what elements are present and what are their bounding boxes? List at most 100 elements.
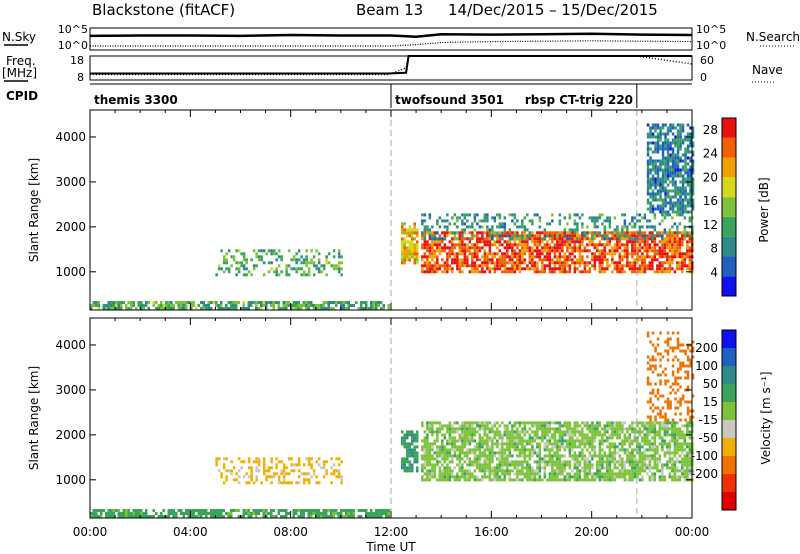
- heatmap-cell: [446, 472, 449, 476]
- heatmap-cell: [232, 509, 235, 512]
- heatmap-cell: [578, 261, 582, 265]
- heatmap-cell: [488, 445, 492, 449]
- heatmap-cell: [401, 222, 404, 226]
- heatmap-cell: [453, 427, 457, 431]
- heatmap-cell: [563, 231, 567, 235]
- heatmap-cell: [310, 509, 313, 512]
- heatmap-cell: [285, 466, 288, 470]
- heatmap-cell: [658, 475, 662, 479]
- heatmap-cell: [606, 460, 609, 464]
- heatmap-cell: [190, 512, 193, 515]
- heatmap-cell: [606, 240, 609, 244]
- heatmap-cell: [242, 475, 246, 479]
- heatmap-cell: [611, 252, 614, 256]
- heatmap-cell: [633, 469, 637, 473]
- heatmap-cell: [280, 472, 283, 476]
- heatmap-cell: [456, 219, 459, 223]
- heatmap-cell: [466, 478, 469, 482]
- heatmap-cell: [531, 445, 534, 449]
- heatmap-cell: [337, 457, 341, 461]
- heatmap-cell: [598, 466, 602, 470]
- heatmap-cell: [531, 469, 534, 473]
- heatmap-cell: [257, 463, 261, 467]
- heatmap-cell: [664, 195, 667, 199]
- heatmap-cell: [598, 454, 602, 458]
- heatmap-cell: [628, 237, 632, 241]
- heatmap-cell: [438, 472, 442, 476]
- heatmap-cell: [528, 472, 532, 476]
- heatmap-cell: [498, 231, 502, 235]
- heatmap-cell: [212, 509, 215, 512]
- heatmap-cell: [651, 249, 654, 253]
- heatmap-cell: [225, 512, 228, 515]
- heatmap-cell: [290, 463, 293, 467]
- colorbar-segment: [722, 474, 736, 492]
- heatmap-cell: [431, 472, 434, 476]
- colorbar-tick-label: 28: [703, 123, 718, 137]
- heatmap-cell: [536, 240, 539, 244]
- heatmap-cell: [686, 255, 689, 259]
- heatmap-cell: [488, 451, 492, 455]
- heatmap-cell: [623, 451, 627, 455]
- heatmap-cell: [443, 246, 447, 250]
- heatmap-cell: [511, 460, 514, 464]
- heatmap-cell: [583, 270, 587, 274]
- heatmap-cell: [305, 255, 308, 259]
- heatmap-cell: [636, 469, 639, 473]
- heatmap-cell: [683, 463, 687, 467]
- heatmap-cell: [526, 469, 529, 473]
- heatmap-cell: [541, 252, 544, 256]
- heatmap-cell: [636, 424, 639, 428]
- heatmap-cell: [638, 246, 642, 250]
- heatmap-cell: [636, 213, 639, 217]
- heatmap-cell: [643, 264, 647, 268]
- heatmap-cell: [501, 237, 504, 241]
- heatmap-cell: [416, 436, 419, 440]
- heatmap-cell: [315, 304, 318, 307]
- heatmap-cell: [521, 249, 524, 253]
- heatmap-cell: [656, 460, 659, 464]
- heatmap-cell: [227, 469, 231, 473]
- heatmap-cell: [382, 512, 385, 515]
- heatmap-cell: [245, 267, 248, 271]
- heatmap-cell: [217, 307, 220, 310]
- heatmap-cell: [428, 424, 432, 428]
- heatmap-cell: [473, 213, 477, 217]
- heatmap-cell: [255, 264, 258, 268]
- heatmap-cell: [177, 509, 180, 512]
- heatmap-cell: [387, 307, 390, 310]
- heatmap-cell: [571, 249, 574, 253]
- heatmap-cell: [486, 427, 489, 431]
- heatmap-cell: [446, 234, 449, 238]
- heatmap-cell: [646, 135, 650, 139]
- heatmap-cell: [571, 439, 574, 443]
- heatmap-cell: [646, 466, 649, 470]
- heatmap-cell: [591, 240, 594, 244]
- heatmap-cell: [568, 267, 572, 271]
- heatmap-cell: [613, 454, 617, 458]
- heatmap-cell: [262, 304, 265, 307]
- heatmap-cell: [628, 451, 632, 455]
- heatmap-cell: [613, 231, 617, 235]
- heatmap-cell: [688, 448, 692, 452]
- heatmap-cell: [578, 460, 582, 464]
- heatmap-cell: [461, 252, 464, 256]
- heatmap-cell: [483, 454, 487, 458]
- heatmap-cell: [92, 512, 95, 515]
- heatmap-cell: [330, 481, 333, 485]
- heatmap-cell: [558, 430, 562, 434]
- heatmap-cell: [676, 376, 680, 380]
- heatmap-cell: [674, 135, 677, 139]
- heatmap-cell: [601, 267, 604, 271]
- heatmap-cell: [686, 183, 690, 187]
- heatmap-cell: [581, 439, 584, 443]
- heatmap-cell: [676, 228, 679, 232]
- heatmap-cell: [280, 255, 283, 259]
- heatmap-cell: [468, 421, 472, 425]
- heatmap-cell: [337, 469, 341, 473]
- heatmap-cell: [448, 264, 452, 268]
- colorbar-tick-label: 50: [703, 377, 718, 391]
- heatmap-cell: [521, 237, 524, 241]
- heatmap-cell: [380, 307, 383, 310]
- heatmap-cell: [636, 219, 639, 223]
